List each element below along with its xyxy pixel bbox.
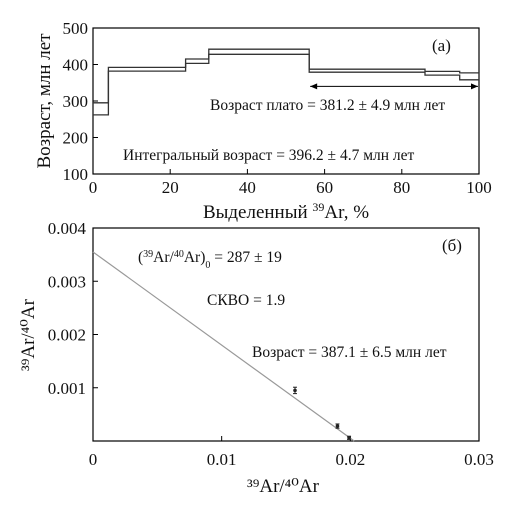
isochron-age-annotation: Возраст = 387.1 ± 6.5 млн лет [252, 344, 447, 361]
data-point [293, 388, 297, 393]
intercept-annotation: (39Ar/40Ar)0 = 287 ± 19 [138, 249, 282, 271]
y-tick-label: 0.002 [48, 326, 86, 345]
panel-b-data-points [293, 386, 352, 440]
x-tick-label: 40 [239, 178, 256, 197]
panel-b-y-axis-label: ³⁹Ar/⁴⁰Ar [18, 298, 39, 371]
panel-b-x-axis-label: ³⁹Ar/⁴⁰Ar [247, 476, 320, 497]
panel-b: 0 0.01 0.02 0.03 0.001 0.002 0.003 0.004 (б) (… [18, 219, 494, 497]
panel-b-frame [92, 227, 480, 442]
x-tick-label: 0 [89, 450, 98, 469]
panel-a-y-ticks: 100 200 300 400 500 [63, 19, 98, 184]
panel-b-label: (б) [442, 236, 462, 255]
age-spectrum-lower-bound [93, 53, 479, 116]
data-point [347, 436, 351, 440]
x-tick-label: 60 [316, 178, 333, 197]
plateau-age-annotation: Возраст плато = 381.2 ± 4.9 млн лет [210, 97, 445, 114]
panel-a-y-axis-label: Возраст, млн лет [34, 33, 55, 169]
mswd-annotation: СКВО = 1.9 [207, 292, 285, 309]
plateau-arrow-right-head [471, 83, 478, 90]
y-tick-label: 400 [63, 56, 89, 75]
plateau-arrow-left-head [310, 83, 318, 90]
y-tick-label: 300 [63, 92, 89, 111]
y-tick-label: 0.001 [48, 379, 86, 398]
panel-a-plateau-marker [310, 83, 478, 90]
x-tick-label: 100 [466, 178, 492, 197]
panel-a-x-ticks: 0 20 40 60 80 100 [89, 169, 492, 197]
integral-age-annotation: Интегральный возраст = 396.2 ± 4.7 млн л… [123, 147, 415, 164]
x-tick-label: 0 [89, 178, 98, 197]
y-tick-label: 500 [63, 19, 89, 38]
y-tick-label: 100 [63, 165, 89, 184]
panel-a-age-spectrum [92, 48, 480, 116]
x-tick-label: 0.01 [207, 450, 237, 469]
y-tick-label: 0.003 [48, 272, 86, 291]
x-tick-label: 20 [162, 178, 179, 197]
x-tick-label: 0.03 [464, 450, 494, 469]
panel-a-label: (a) [432, 36, 451, 55]
y-tick-label: 0.004 [48, 219, 87, 238]
x-tick-label: 80 [393, 178, 410, 197]
panel-a-x-axis-label: Выделенный 39Ar, % [203, 200, 369, 223]
isochron-fit-line [92, 251, 355, 442]
x-tick-label: 0.02 [335, 450, 365, 469]
age-spectrum-upper-bound [93, 48, 479, 104]
panel-a: 0 20 40 60 80 100 100 200 300 400 500 (a) Возраст… [34, 19, 492, 223]
y-tick-label: 200 [63, 129, 89, 148]
panel-b-x-ticks: 0 0.01 0.02 0.03 [89, 436, 494, 469]
data-point [335, 424, 340, 428]
panel-b-y-ticks: 0.001 0.002 0.003 0.004 [48, 219, 98, 398]
